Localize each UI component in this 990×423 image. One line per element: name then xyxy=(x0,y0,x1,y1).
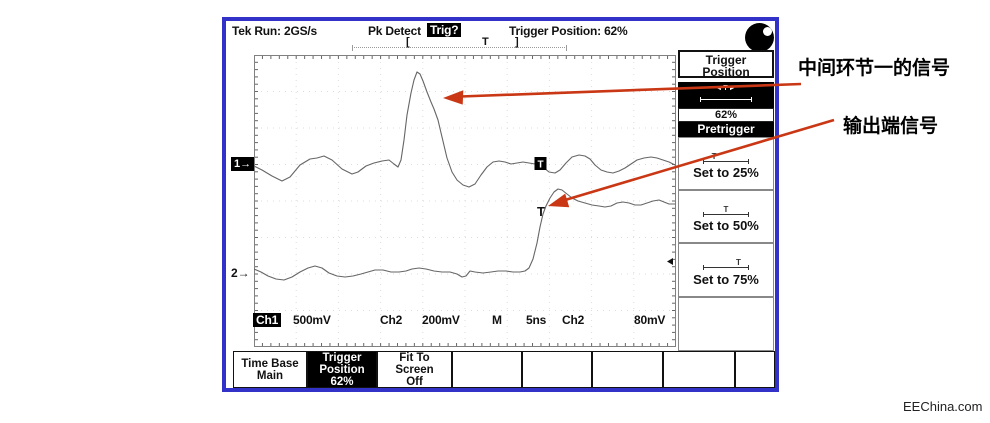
set-to-25-button[interactable]: T Set to 25% xyxy=(678,137,774,190)
menu-empty-cell xyxy=(735,351,775,388)
menu-fit-to-screen-button[interactable]: Fit To Screen Off xyxy=(377,351,452,388)
record-trigger-marker: T xyxy=(482,36,489,48)
set-to-50-button[interactable]: T Set to 50% xyxy=(678,190,774,243)
readout-trigger-source: Ch2 xyxy=(562,313,585,327)
oscilloscope-screen: Tek Run: 2GS/s Pk Detect Trig? Trigger P… xyxy=(222,17,779,392)
scale-line-icon xyxy=(700,93,752,102)
t-position-25-icon: T xyxy=(703,152,749,164)
watermark: EEChina.com xyxy=(903,399,983,414)
record-close-bracket: ] xyxy=(515,36,519,48)
menu-empty-cell xyxy=(663,351,735,388)
record-open-bracket: [ xyxy=(406,36,410,48)
annotation-output-signal: 输出端信号 xyxy=(843,116,939,137)
trigger-position-value: 62% xyxy=(678,108,774,122)
annotation-intermediate-signal: 中间环节一的信号 xyxy=(798,58,951,79)
set-to-75-button[interactable]: T Set to 75% xyxy=(678,243,774,297)
acquisition-mode: Pk Detect xyxy=(368,24,421,38)
readout-timebase-label: M xyxy=(492,313,502,327)
record-bar-line xyxy=(352,45,567,51)
menu-time-base-button[interactable]: Time Base Main xyxy=(233,351,307,388)
readout-ch1-scale: 500mV xyxy=(293,313,331,327)
trigger-position-status: Trigger Position: 62% xyxy=(509,24,628,38)
pretrigger-badge: Pretrigger xyxy=(678,122,774,137)
run-indicator-ball-icon xyxy=(745,23,774,52)
t-position-50-icon: T xyxy=(703,205,749,217)
readout-timebase-value: 5ns xyxy=(526,313,547,327)
side-menu-empty-cell xyxy=(678,297,774,351)
run-status: Tek Run: 2GS/s xyxy=(232,24,317,38)
graticule-grid xyxy=(255,56,675,346)
svg-text:T: T xyxy=(537,160,543,171)
ch2-ground-marker: 2→ xyxy=(231,266,250,280)
trigger-point-marker: T xyxy=(534,157,547,171)
waveform-ch2 xyxy=(254,188,676,281)
readout-ch2-scale: 200mV xyxy=(422,313,460,327)
t-position-75-icon: T xyxy=(703,258,749,270)
ch1-ground-marker: 1→ xyxy=(231,157,255,171)
side-menu-title: Trigger Position xyxy=(678,50,774,78)
menu-trigger-position-button[interactable]: Trigger Position 62% xyxy=(307,351,377,388)
ch2-level-arrow-icon xyxy=(667,258,673,265)
trigger-arrows-icon: ◄T► xyxy=(715,85,737,92)
menu-empty-cell xyxy=(452,351,522,388)
menu-empty-cell xyxy=(592,351,663,388)
menu-empty-cell xyxy=(522,351,592,388)
graticule: T T xyxy=(254,55,676,347)
trig-status-badge: Trig? xyxy=(427,23,462,37)
side-menu: Trigger Position ◄T► 62% Pretrigger T Se… xyxy=(678,21,774,351)
bottom-menu: Time Base Main Trigger Position 62% Fit … xyxy=(226,351,775,388)
readout-ch1-label: Ch1 xyxy=(253,313,282,327)
trigger-level-marker: T xyxy=(537,204,545,219)
readout-trigger-level: 80mV xyxy=(634,313,666,327)
trigger-position-icon: ◄T► xyxy=(678,82,774,108)
waveform-ch1 xyxy=(254,71,676,188)
readout-ch2-label: Ch2 xyxy=(380,313,403,327)
